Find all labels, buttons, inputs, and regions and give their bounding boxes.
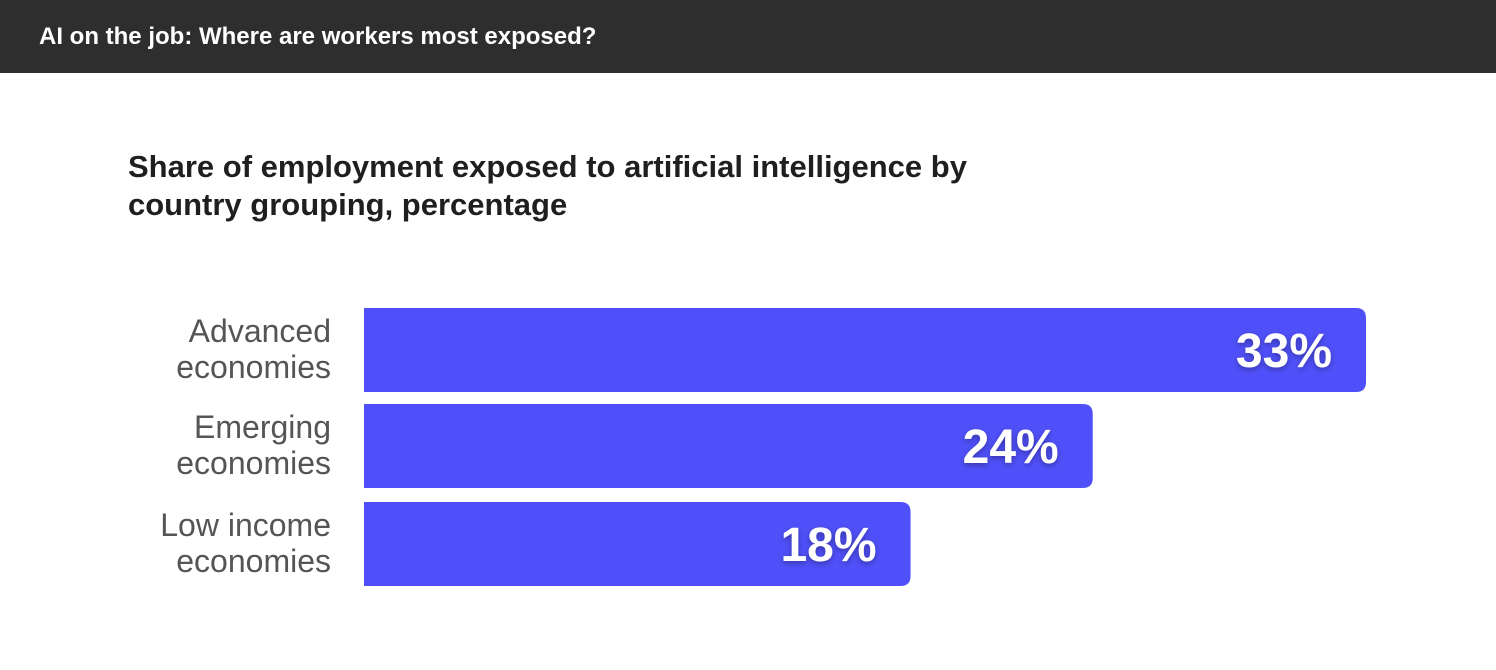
bar-3 bbox=[364, 502, 911, 586]
category-label-line: Advanced bbox=[189, 313, 331, 349]
bar-2 bbox=[364, 404, 1093, 488]
category-label-line: Low income bbox=[160, 507, 331, 543]
value-label-3: 18% bbox=[780, 519, 876, 572]
category-label-line: economies bbox=[176, 349, 331, 385]
bar-1 bbox=[364, 308, 1366, 392]
category-label-3: Low income economies bbox=[160, 507, 331, 579]
category-label-line: economies bbox=[176, 543, 331, 579]
chart-title: Share of employment exposed to artificia… bbox=[128, 149, 967, 222]
value-label-1: 33% bbox=[1236, 325, 1332, 378]
value-label-2: 24% bbox=[963, 421, 1059, 474]
category-label-2: Emerging economies bbox=[176, 409, 331, 481]
header-title: AI on the job: Where are workers most ex… bbox=[39, 23, 597, 50]
category-label-line: Emerging bbox=[194, 409, 331, 445]
category-label-1: Advanced economies bbox=[176, 313, 331, 385]
header-bar: AI on the job: Where are workers most ex… bbox=[0, 0, 1496, 73]
category-label-line: economies bbox=[176, 445, 331, 481]
